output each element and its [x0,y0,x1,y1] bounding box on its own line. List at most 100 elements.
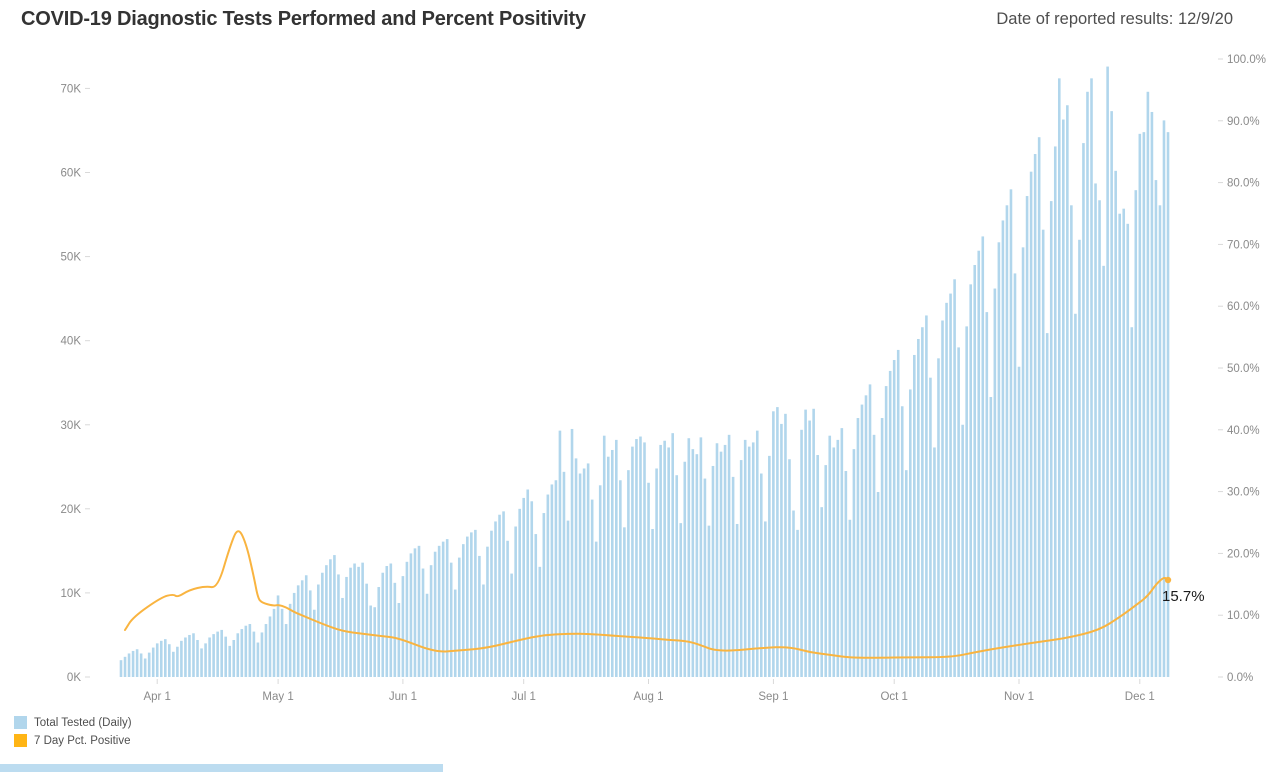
bar-total-tested[interactable] [1158,205,1162,678]
bar-total-tested[interactable] [228,645,232,677]
bar-total-tested[interactable] [900,406,904,677]
bar-total-tested[interactable] [820,507,823,677]
bar-total-tested[interactable] [816,455,819,677]
bar-total-tested[interactable] [1074,313,1077,677]
bar-total-tested[interactable] [200,648,203,677]
bar-total-tested[interactable] [864,395,868,677]
bar-total-tested[interactable] [711,465,715,677]
bar-total-tested[interactable] [840,428,844,677]
bar-total-tested[interactable] [333,555,336,677]
bar-total-tested[interactable] [474,529,477,677]
bar-total-tested[interactable] [184,637,187,677]
bar-total-tested[interactable] [723,444,727,677]
bar-total-tested[interactable] [1057,78,1061,678]
bar-total-tested[interactable] [1086,91,1089,678]
bar-total-tested[interactable] [985,312,989,677]
bar-total-tested[interactable] [1138,133,1142,677]
bar-total-tested[interactable] [784,413,787,677]
bar-total-tested[interactable] [824,465,828,677]
bar-total-tested[interactable] [667,447,670,677]
bar-total-tested[interactable] [1090,78,1093,678]
bar-total-tested[interactable] [627,470,630,677]
bar-total-tested[interactable] [1154,180,1158,677]
bar-total-tested[interactable] [321,572,324,677]
bar-total-tested[interactable] [1045,333,1049,677]
bar-total-tested[interactable] [989,397,993,677]
bar-total-tested[interactable] [655,468,658,677]
bar-total-tested[interactable] [957,347,960,677]
bar-total-tested[interactable] [502,511,505,677]
bar-total-tested[interactable] [739,460,743,677]
bar-total-tested[interactable] [925,315,928,677]
bar-total-tested[interactable] [538,566,542,677]
bar-total-tested[interactable] [619,480,622,677]
bar-total-tested[interactable] [264,624,268,677]
bar-total-tested[interactable] [937,358,940,677]
bar-total-tested[interactable] [542,513,546,677]
bar-total-tested[interactable] [610,449,614,677]
bar-total-tested[interactable] [808,420,811,677]
bar-total-tested[interactable] [574,458,578,677]
bar-total-tested[interactable] [244,625,248,677]
bar-total-tested[interactable] [659,444,662,677]
bar-total-tested[interactable] [131,650,135,677]
bar-total-tested[interactable] [208,637,211,677]
bar-total-tested[interactable] [546,494,550,677]
bar-total-tested[interactable] [623,527,626,677]
bar-total-tested[interactable] [921,327,924,677]
bar-total-tested[interactable] [981,236,985,677]
bar-total-tested[interactable] [687,438,691,677]
bar-total-tested[interactable] [216,631,219,677]
bar-total-tested[interactable] [643,442,646,677]
dual-axis-chart-canvas[interactable]: 0K 10K 20K 30K 40K 50K 60K 70K 0.0% 10.0% 20.0% 30.… [0,0,1280,712]
bar-total-tested[interactable] [280,608,284,677]
bar-total-tested[interactable] [196,640,199,677]
bar-total-tested[interactable] [466,536,469,677]
bar-total-tested[interactable] [276,595,280,677]
bar-total-tested[interactable] [1021,247,1025,677]
bar-total-tested[interactable] [518,508,521,677]
bar-total-tested[interactable] [800,429,803,677]
bar-total-tested[interactable] [743,439,747,677]
bar-total-tested[interactable] [413,548,417,677]
bar-total-tested[interactable] [675,475,679,677]
bar-total-tested[interactable] [1146,91,1150,678]
bar-total-tested[interactable] [409,553,413,677]
bar-total-tested[interactable] [317,584,320,677]
bar-total-tested[interactable] [1041,229,1045,677]
bar-total-tested[interactable] [1025,196,1029,678]
bar-total-tested[interactable] [123,656,127,677]
bar-total-tested[interactable] [1110,111,1113,677]
bar-total-tested[interactable] [389,563,393,677]
bar-total-tested[interactable] [397,603,401,677]
bar-total-tested[interactable] [768,455,771,677]
bar-total-tested[interactable] [445,539,449,677]
bar-total-tested[interactable] [977,250,981,677]
bar-total-tested[interactable] [1005,205,1009,678]
bar-total-tested[interactable] [159,640,163,677]
bar-total-tested[interactable] [155,643,159,677]
line-end-dot[interactable] [1164,576,1172,584]
bar-total-tested[interactable] [449,562,453,677]
bar-total-tested[interactable] [470,532,473,677]
bar-total-tested[interactable] [373,607,376,677]
bar-total-tested[interactable] [699,437,703,677]
pct-positive-line[interactable] [124,530,1169,659]
bar-total-tested[interactable] [498,514,501,677]
bar-total-tested[interactable] [164,639,167,677]
bar-total-tested[interactable] [731,476,735,677]
bar-total-tested[interactable] [510,573,513,677]
bar-total-tested[interactable] [127,653,131,677]
bar-total-tested[interactable] [586,463,590,677]
bar-total-tested[interactable] [558,430,562,677]
bar-total-tested[interactable] [727,434,731,677]
bar-total-tested[interactable] [180,640,183,677]
bar-total-tested[interactable] [1082,143,1085,677]
bar-total-tested[interactable] [405,561,409,677]
bar-total-tested[interactable] [602,435,606,677]
bar-total-tested[interactable] [679,523,683,677]
bar-total-tested[interactable] [240,629,244,677]
bar-total-tested[interactable] [135,649,139,677]
bar-total-tested[interactable] [695,454,699,677]
bar-total-tested[interactable] [119,660,123,677]
